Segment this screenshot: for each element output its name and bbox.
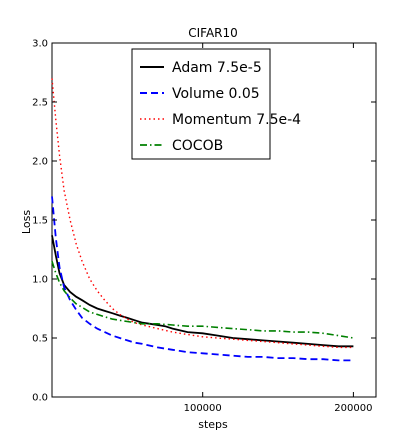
x-tick-label: 200000 [334,403,372,414]
y-axis-title: Loss [20,210,33,234]
y-tick-label: 3.0 [32,39,48,50]
y-tick-label: 1.0 [32,275,48,286]
y-tick-label: 0.0 [32,393,48,404]
legend-label-2: Volume 0.05 [172,86,260,102]
x-axis-title: steps [198,418,228,431]
y-tick-label: 2.0 [32,157,48,168]
series-line-4 [51,261,354,339]
y-tick-label: 1.5 [32,216,48,227]
series-line-1 [51,235,354,348]
x-tick-label: 100000 [184,403,222,414]
axis-ticks: 0.0 0.5 1.0 1.5 2.0 2.5 3.0 100000 200000 [32,39,376,414]
series-lines [51,78,354,362]
legend-label-1: Adam 7.5e-5 [172,60,262,76]
y-tick-label: 2.5 [32,98,48,109]
series-line-3 [51,78,354,349]
series-line-2 [51,196,354,362]
chart-title: CIFAR10 [188,26,238,40]
legend: Adam 7.5e-5 Volume 0.05 Momentum 7.5e-4 COC… [131,48,301,160]
legend-label-4: COCOB [172,138,223,154]
legend-label-3: Momentum 7.5e-4 [172,112,301,128]
y-tick-label: 0.5 [32,334,48,345]
